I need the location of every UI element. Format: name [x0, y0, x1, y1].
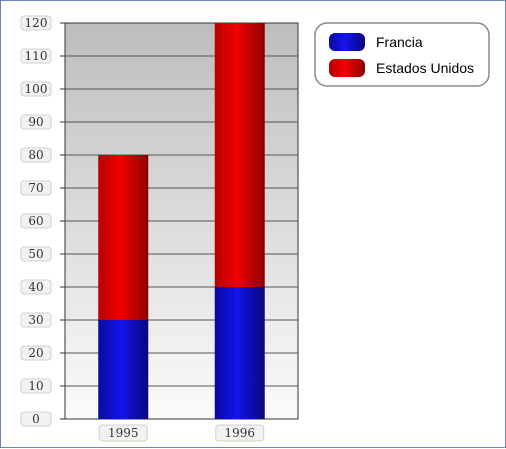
y-tick-label: 100 — [25, 82, 48, 96]
y-tick-label-box — [20, 411, 52, 427]
x-axis-ticks: 1995 1996 — [98, 424, 265, 442]
x-tick-label: 1996 — [224, 426, 255, 440]
y-tick-label: 40 — [28, 280, 43, 294]
x-tick-label-box — [98, 424, 148, 442]
y-tick-label: 20 — [28, 346, 43, 360]
y-tick-label-box — [20, 81, 52, 97]
y-tick-label-box — [20, 15, 52, 31]
y-tick-label: 120 — [25, 16, 48, 30]
bar-1996-francia — [214, 287, 265, 419]
y-tick-label: 10 — [28, 379, 43, 393]
y-tick-label-box — [20, 114, 52, 130]
x-tick-label: 1995 — [108, 426, 139, 440]
y-tick-label-box — [20, 147, 52, 163]
bar-1995-francia — [98, 320, 149, 419]
y-tick-label-box — [20, 246, 52, 262]
y-tick-label: 60 — [28, 214, 43, 228]
y-tick-label-box — [20, 48, 52, 64]
y-tick-label: 80 — [28, 148, 43, 162]
legend-swatch — [329, 59, 365, 77]
y-tick-label-box — [20, 279, 52, 295]
y-tick-label-box — [20, 180, 52, 196]
legend-swatch — [329, 33, 365, 51]
legend: Francia Estados Unidos — [314, 22, 490, 87]
y-tick-label-box — [20, 345, 52, 361]
x-tick-label-box — [215, 424, 265, 442]
y-tick-label-box — [20, 312, 52, 328]
y-tick-label-box — [20, 213, 52, 229]
bar-1995-estados-unidos — [98, 155, 149, 320]
y-tick-label: 70 — [28, 181, 43, 195]
legend-label: Francia — [376, 34, 423, 50]
y-tick-label: 30 — [28, 313, 43, 327]
legend-label: Estados Unidos — [376, 60, 474, 76]
y-tick-label: 0 — [32, 412, 40, 426]
bar-1996-estados-unidos — [214, 23, 265, 287]
bars — [98, 23, 265, 419]
y-tick-label: 50 — [28, 247, 43, 261]
y-tick-label: 110 — [25, 49, 48, 63]
y-tick-label-box — [20, 378, 52, 394]
y-tick-label: 90 — [28, 115, 43, 129]
y-axis-ticks: 0 10 20 30 40 50 60 70 80 90 100 110 120 — [20, 15, 65, 427]
